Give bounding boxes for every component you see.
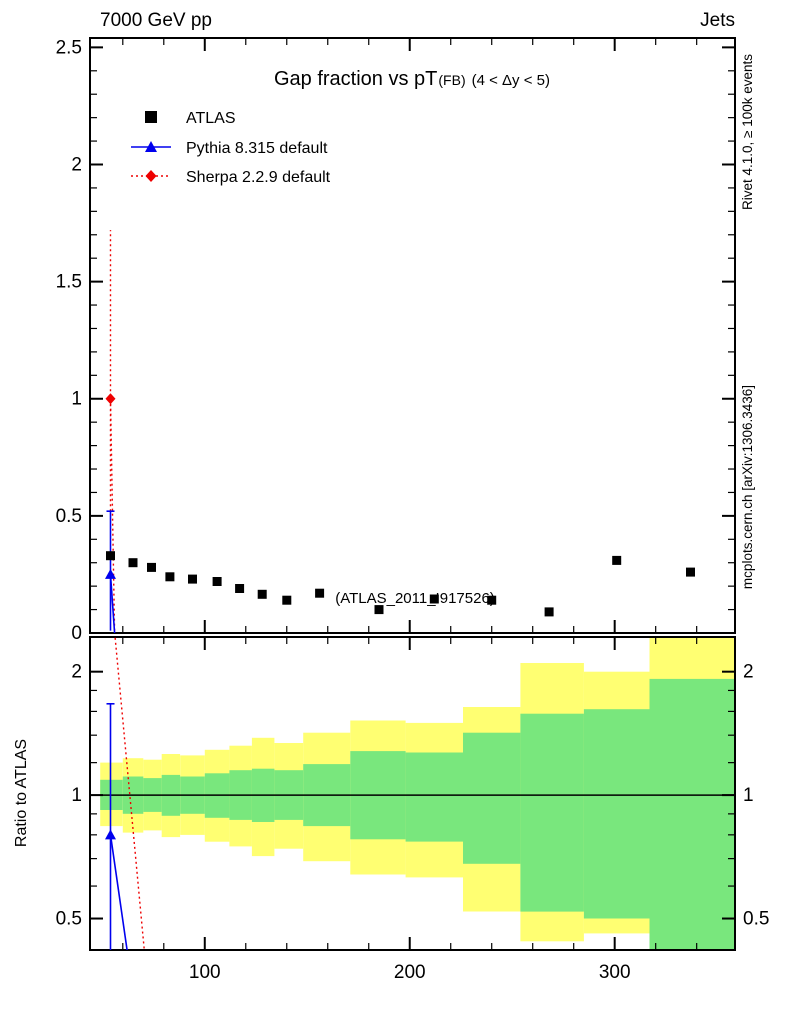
ratio-panel-data [90,637,735,950]
green-uncertainty-band [463,732,521,864]
sherpa-ratio-line [114,637,145,950]
tick-label: 2.5 [56,37,82,58]
green-uncertainty-band [583,709,650,919]
analysis-group-label: Jets [700,10,735,31]
tick-label: 100 [189,962,221,983]
atlas-data-point [147,562,156,572]
sherpa-line [109,398,116,633]
tick-label: 200 [394,962,426,983]
atlas-data-point [165,572,175,582]
atlas-data-point [257,589,267,599]
axes-ticks: 100 200 300 0 0.5 1 1.5 2 2.5 0.5 0.5 1 1 2 2 [56,37,770,983]
pythia-ratio-line [109,834,128,950]
green-uncertainty-band [649,678,735,950]
tick-label: 1 [71,389,82,410]
green-uncertainty-band [405,752,463,842]
legend: ATLAS Pythia 8.315 default Sherpa 2.2.9 … [131,110,331,186]
main-plot-frame [89,37,736,634]
atlas-data-point [106,551,115,561]
legend-atlas-label: ATLAS [186,110,236,127]
tick-label: 1 [71,785,82,806]
pythia-line [109,574,116,633]
atlas-data-point [544,607,554,617]
atlas-data-point [282,595,292,605]
ratio-uncertainty-bands [100,637,735,950]
sherpa-marker [105,393,116,405]
atlas-data-point [374,605,384,615]
atlas-data-point [315,588,325,598]
tick-label: 300 [599,962,631,983]
plot-data [90,230,735,950]
ratio-plot-frame [89,636,736,951]
tick-label: 0.5 [56,506,82,527]
tick-label: 2 [71,662,82,683]
pythia-ratio-marker [104,829,116,840]
ratio-y-axis-label: Ratio to ATLAS [13,739,30,847]
green-uncertainty-band [520,713,584,912]
tick-label: 1 [743,785,754,806]
plot-title: Gap fraction vs pT(FB) (4 < Δy < 5) [274,68,550,90]
watermark-analysis-id: (ATLAS_2011_I917526) [335,590,495,607]
tick-label: 0.5 [56,909,82,930]
legend-sherpa-label: Sherpa 2.2.9 default [186,169,331,186]
legend-pythia-label: Pythia 8.315 default [186,140,328,157]
legend-atlas-marker [145,111,157,123]
atlas-data-point [188,574,197,584]
mcplots-arxiv-label: mcplots.cern.ch [arXiv:1306.3436] [740,385,755,589]
plot-title-main: Gap fraction vs pT [274,68,437,90]
tick-label: 0.5 [743,909,769,930]
atlas-data-point [487,595,497,605]
atlas-data-point [212,577,222,586]
tick-label: 0 [71,623,82,644]
atlas-data-point [612,555,622,565]
pythia-marker [104,568,116,579]
tick-label: 2 [71,154,82,175]
beam-label: 7000 GeV pp [100,10,212,31]
legend-pythia-marker [145,141,157,152]
atlas-data-point [235,584,245,593]
main-panel-data [104,230,695,633]
tick-label: 2 [743,662,754,683]
rivet-version-label: Rivet 4.1.0, ≥ 100k events [740,54,755,210]
atlas-data-point [128,558,138,568]
atlas-data-point [686,567,695,577]
plot-title-cut: (4 < Δy < 5) [472,72,550,89]
legend-sherpa-marker [145,170,157,182]
tick-label: 1.5 [56,272,82,293]
atlas-data-point [429,594,439,604]
plot-title-sub: (FB) [438,72,465,88]
